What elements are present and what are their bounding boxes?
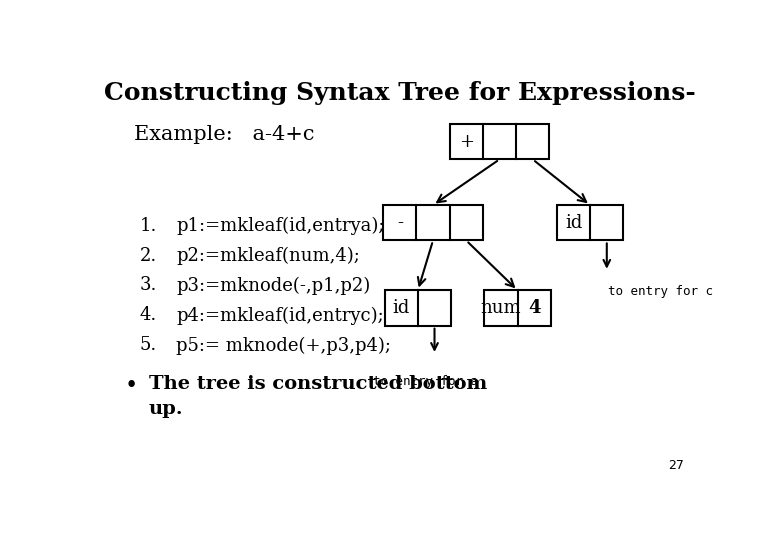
- Text: p5:= mknode(+,p3,p4);: p5:= mknode(+,p3,p4);: [176, 336, 391, 355]
- Bar: [385, 291, 451, 326]
- Bar: [383, 205, 483, 240]
- Text: id: id: [392, 299, 410, 317]
- Text: id: id: [565, 214, 582, 232]
- Text: 1.: 1.: [140, 217, 158, 234]
- Text: Constructing Syntax Tree for Expressions-: Constructing Syntax Tree for Expressions…: [104, 82, 696, 105]
- Text: 27: 27: [668, 460, 684, 472]
- Text: p3:=mknode(-,p1,p2): p3:=mknode(-,p1,p2): [176, 276, 370, 295]
- Text: -: -: [397, 214, 402, 232]
- Text: p4:=mkleaf(id,entryc);: p4:=mkleaf(id,entryc);: [176, 306, 384, 325]
- Text: Example:   a-4+c: Example: a-4+c: [134, 125, 314, 144]
- Text: 4: 4: [528, 299, 541, 317]
- Text: 4.: 4.: [140, 306, 157, 325]
- Bar: [557, 205, 623, 240]
- Text: •: •: [125, 375, 138, 396]
- Text: p1:=mkleaf(id,entrya);: p1:=mkleaf(id,entrya);: [176, 217, 385, 235]
- Text: 3.: 3.: [140, 276, 158, 294]
- Text: up.: up.: [149, 400, 183, 417]
- Text: The tree is constructed bottom: The tree is constructed bottom: [149, 375, 488, 393]
- Text: 2.: 2.: [140, 246, 157, 265]
- Bar: [484, 291, 551, 326]
- Text: to entry for a: to entry for a: [373, 375, 477, 388]
- Text: p2:=mkleaf(num,4);: p2:=mkleaf(num,4);: [176, 246, 360, 265]
- Text: num: num: [480, 299, 521, 317]
- Text: +: +: [459, 133, 473, 151]
- Text: to entry for c: to entry for c: [608, 285, 713, 298]
- Text: 5.: 5.: [140, 336, 157, 354]
- Bar: [449, 124, 549, 159]
